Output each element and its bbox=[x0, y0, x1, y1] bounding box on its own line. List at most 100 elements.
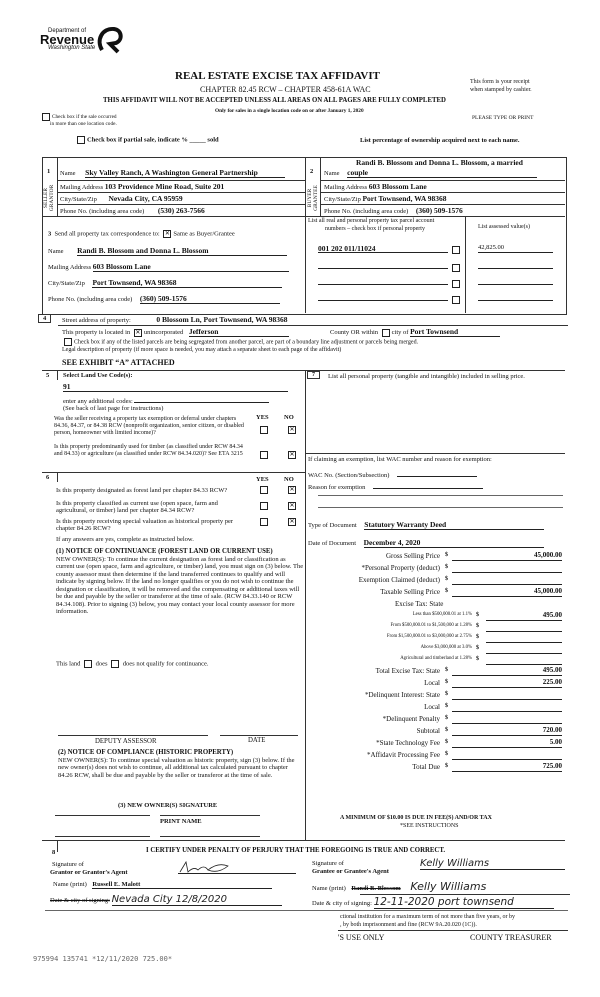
corr-name[interactable]: Randi B. Blossom and Donna L. Blossom bbox=[77, 246, 288, 256]
tax-row-value[interactable] bbox=[452, 750, 562, 760]
document-date[interactable]: December 4, 2020 bbox=[363, 538, 544, 548]
tax-row-value[interactable]: 5.00 bbox=[452, 738, 562, 748]
form-scope: Only for sales in a single location code… bbox=[215, 108, 364, 114]
multi-location-checkbox[interactable]: Check box if the sale occurred bbox=[40, 113, 117, 121]
personal-property-checkbox[interactable] bbox=[451, 279, 460, 288]
tax-row-label: Subtotal bbox=[416, 727, 440, 735]
parcel-number[interactable] bbox=[318, 276, 448, 285]
does-not-checkbox[interactable] bbox=[111, 660, 120, 668]
yes-checkbox[interactable] bbox=[260, 502, 268, 510]
personal-property-checkbox[interactable] bbox=[451, 245, 460, 254]
grantee-signature[interactable]: Kelly Williams bbox=[420, 858, 565, 870]
no-checkbox[interactable] bbox=[288, 451, 296, 459]
yes-checkbox[interactable] bbox=[260, 451, 268, 459]
field-label: Signature of bbox=[52, 861, 84, 868]
notice-continuance-body: NEW OWNER(S): To continue the current de… bbox=[56, 556, 304, 616]
grantee-name-printed: Randi B. Blossom bbox=[351, 885, 401, 892]
tax-row-value[interactable] bbox=[452, 563, 562, 573]
field-label: Mailing Address bbox=[324, 184, 368, 191]
tax-row-value[interactable] bbox=[452, 690, 562, 700]
partial-sale-checkbox[interactable]: Check box if partial sale, indicate % __… bbox=[75, 136, 219, 144]
assessed-value[interactable] bbox=[478, 292, 553, 301]
tax-row-value[interactable]: 720.00 bbox=[452, 726, 562, 736]
seller-city[interactable]: Nevada City, CA 95959 bbox=[108, 194, 183, 203]
reason-input[interactable] bbox=[373, 481, 484, 489]
tax-row-value[interactable]: 495.00 bbox=[486, 611, 562, 621]
within-city-checkbox[interactable] bbox=[381, 328, 390, 337]
currency-symbol: $ bbox=[445, 576, 448, 582]
grantee-name[interactable]: Kelly Williams bbox=[410, 880, 487, 893]
buyer-name-cont[interactable]: couple bbox=[347, 168, 538, 178]
field-label: Mailing Address bbox=[60, 184, 104, 191]
tax-row-value[interactable] bbox=[486, 655, 562, 665]
same-as-buyer-checkbox[interactable] bbox=[163, 230, 172, 238]
currency-symbol: $ bbox=[445, 763, 448, 769]
no-checkbox[interactable] bbox=[288, 518, 296, 526]
cashier-stamp: 975994 135741 *12/11/2020 725.00* bbox=[33, 955, 173, 963]
property-street[interactable]: 0 Blossom Ln, Port Townsend, WA 98368 bbox=[156, 315, 288, 324]
field-label: Phone No. (including area code) bbox=[324, 208, 409, 215]
seller-phone[interactable]: (530) 263-7566 bbox=[157, 206, 205, 215]
field-label: Phone No. (including area code) bbox=[48, 296, 133, 303]
tax-row-value[interactable] bbox=[486, 622, 562, 632]
tax-row-label: From $500,000.01 to $1,500,000 at 1.28% bbox=[390, 623, 472, 628]
tax-row-value[interactable]: 725.00 bbox=[452, 762, 562, 772]
personal-property-label: List all personal property (tangible and… bbox=[328, 373, 525, 380]
corr-mail[interactable]: 603 Blossom Lane bbox=[92, 262, 289, 272]
seller-mail[interactable]: 103 Providence Mine Road, Suite 201 bbox=[104, 182, 225, 191]
tax-row-value[interactable]: 45,000.00 bbox=[452, 587, 562, 597]
grantee-date-city[interactable]: 12-11-2020 port townsend bbox=[373, 896, 554, 909]
tax-row-value[interactable] bbox=[486, 644, 562, 654]
corr-city[interactable]: Port Townsend, WA 98368 bbox=[92, 278, 283, 288]
parcel-number[interactable] bbox=[318, 260, 448, 269]
buyer-mail[interactable]: 603 Blossom Lane bbox=[368, 182, 427, 191]
assessed-value[interactable] bbox=[478, 276, 553, 285]
legal-description[interactable]: SEE EXHIBIT “A” ATTACHED bbox=[62, 358, 175, 367]
field-label: Type of Document bbox=[308, 522, 357, 529]
currency-symbol: $ bbox=[445, 667, 448, 673]
parcel-number[interactable]: 001 202 011/11024 bbox=[318, 244, 448, 253]
yes-checkbox[interactable] bbox=[260, 426, 268, 434]
corr-phone[interactable]: (360) 509-1576 bbox=[139, 294, 280, 304]
yes-checkbox[interactable] bbox=[260, 518, 268, 526]
county-field[interactable]: Jefferson bbox=[188, 327, 289, 337]
buyer-city[interactable]: Port Townsend, WA 98368 bbox=[362, 194, 447, 203]
buyer-phone[interactable]: (360) 509-1576 bbox=[415, 206, 463, 215]
question-timber: Is this property predominantly used for … bbox=[54, 444, 243, 457]
tax-row-value[interactable]: 225.00 bbox=[452, 678, 562, 688]
assessed-value[interactable]: 42,825.00 bbox=[478, 244, 553, 253]
yes-checkbox[interactable] bbox=[260, 486, 268, 494]
assessed-value[interactable] bbox=[478, 260, 553, 269]
print-name-label: PRINT NAME bbox=[160, 818, 202, 825]
parcel-header: List all real and personal property tax … bbox=[308, 218, 435, 224]
parcel-number[interactable] bbox=[318, 292, 448, 301]
perjury-note: , by both imprisonment and fine (RCW 9A.… bbox=[340, 922, 477, 928]
additional-codes-input[interactable] bbox=[134, 395, 270, 403]
tax-row-value[interactable] bbox=[452, 714, 562, 724]
grantor-signature[interactable] bbox=[178, 860, 296, 874]
section-number: 3 bbox=[48, 230, 52, 238]
tax-row-value[interactable] bbox=[486, 633, 562, 643]
personal-property-checkbox[interactable] bbox=[451, 295, 460, 304]
land-use-code[interactable]: 91 bbox=[63, 382, 288, 392]
personal-property-checkbox[interactable] bbox=[451, 263, 460, 272]
grantor-date-city[interactable]: Nevada City 12/8/2020 bbox=[111, 894, 282, 906]
wac-input[interactable] bbox=[397, 469, 478, 477]
no-checkbox[interactable] bbox=[288, 486, 296, 494]
no-checkbox[interactable] bbox=[288, 426, 296, 434]
city-field[interactable]: Port Townsend bbox=[410, 327, 501, 337]
segregated-checkbox[interactable] bbox=[64, 338, 72, 346]
tax-row-value[interactable] bbox=[452, 575, 562, 585]
tax-row-value[interactable]: 45,000.00 bbox=[452, 551, 562, 561]
tax-row-value[interactable] bbox=[452, 702, 562, 712]
does-checkbox[interactable] bbox=[84, 660, 92, 668]
buyer-name[interactable]: Randi B. Blossom and Donna L. Blossom, a… bbox=[356, 158, 523, 167]
document-type[interactable]: Statutory Warranty Deed bbox=[364, 520, 545, 530]
unincorporated-checkbox[interactable] bbox=[133, 328, 142, 337]
tax-row-value[interactable]: 495.00 bbox=[452, 666, 562, 676]
tax-row-label: *State Technology Fee bbox=[376, 739, 440, 747]
currency-symbol: $ bbox=[445, 588, 448, 594]
no-checkbox[interactable] bbox=[288, 502, 296, 510]
grantor-name[interactable]: Russell E. Malott bbox=[92, 881, 273, 889]
seller-name[interactable]: Sky Valley Ranch, A Washington General P… bbox=[85, 168, 286, 178]
